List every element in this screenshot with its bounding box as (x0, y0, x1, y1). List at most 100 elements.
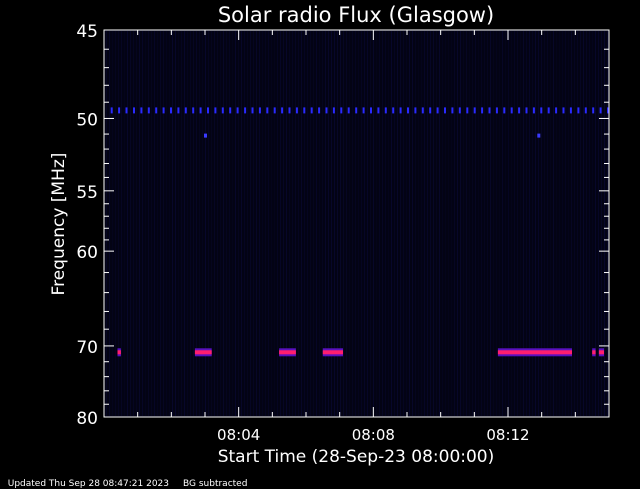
dotted-line-mark (192, 107, 195, 114)
dotted-line-mark (147, 107, 150, 114)
noise-column (199, 31, 200, 416)
noise-column (559, 31, 560, 416)
burst-mark (117, 350, 121, 355)
noise-column (379, 31, 380, 416)
noise-column (598, 31, 599, 416)
x-tick-label: 08:04 (217, 426, 260, 444)
noise-column (274, 31, 275, 416)
noise-column (385, 31, 386, 416)
noise-column (133, 31, 134, 416)
y-tick-label: 50 (76, 110, 98, 130)
noise-column (427, 31, 428, 416)
noise-column (424, 31, 425, 416)
y-tick-label: 45 (76, 22, 98, 42)
burst-mark (194, 350, 212, 355)
noise-column (139, 31, 140, 416)
dotted-line-mark (510, 107, 513, 114)
noise-column (394, 31, 395, 416)
noise-column (208, 31, 209, 416)
noise-column (271, 31, 272, 416)
x-tick-label: 08:12 (486, 426, 529, 444)
dotted-line-mark (392, 107, 395, 114)
noise-column (430, 31, 431, 416)
dotted-line-mark (451, 107, 454, 114)
plot-frame (103, 29, 610, 418)
dotted-line-mark (599, 107, 602, 114)
noise-column (403, 31, 404, 416)
noise-column (538, 31, 539, 416)
dotted-line-mark (258, 107, 261, 114)
noise-column (568, 31, 569, 416)
noise-column (121, 31, 122, 416)
noise-column (481, 31, 482, 416)
dotted-line-mark (407, 107, 409, 114)
chart-title: Solar radio Flux (Glasgow) (218, 3, 494, 27)
noise-column (292, 31, 293, 416)
noise-column (370, 31, 371, 416)
noise-column (436, 31, 437, 416)
noise-column (448, 31, 449, 416)
noise-column (553, 31, 554, 416)
noise-column (580, 31, 581, 416)
noise-column (337, 31, 338, 416)
noise-column (520, 31, 521, 416)
dotted-line-mark (399, 107, 402, 114)
noise-column (361, 31, 362, 416)
noise-column (439, 31, 440, 416)
noise-column (382, 31, 383, 416)
noise-column (463, 31, 464, 416)
dotted-line-mark (310, 107, 313, 114)
dotted-line-mark (207, 107, 209, 114)
noise-column (211, 31, 212, 416)
dotted-line-mark (607, 107, 609, 114)
dotted-line-mark (429, 107, 432, 114)
dotted-line-mark (303, 107, 306, 114)
noise-column (280, 31, 281, 416)
dotted-line-mark (244, 107, 247, 114)
footer: Updated Thu Sep 28 08:47:21 2023 BG subtr… (2, 469, 261, 489)
y-tick-label: 80 (76, 409, 98, 429)
noise-column (466, 31, 467, 416)
noise-column (352, 31, 353, 416)
noise-column (433, 31, 434, 416)
dotted-line-mark (473, 107, 476, 114)
dotted-line-mark (236, 107, 239, 114)
dotted-line-mark (503, 107, 506, 114)
noise-column (346, 31, 347, 416)
noise-column (523, 31, 524, 416)
noise-column (268, 31, 269, 416)
noise-column (313, 31, 314, 416)
noise-column (343, 31, 344, 416)
noise-column (286, 31, 287, 416)
y-tick-label: 55 (76, 183, 98, 203)
dotted-line-mark (444, 107, 446, 114)
dotted-line-mark (110, 107, 113, 114)
noise-column (526, 31, 527, 416)
dotted-line-mark (562, 107, 565, 114)
noise-column (544, 31, 545, 416)
noise-column (334, 31, 335, 416)
noise-column (256, 31, 257, 416)
noise-column (445, 31, 446, 416)
noise-column (358, 31, 359, 416)
dotted-line-mark (281, 107, 284, 114)
spot-mark (204, 133, 207, 138)
noise-column (499, 31, 500, 416)
noise-column (307, 31, 308, 416)
dotted-line-mark (340, 107, 343, 114)
noise-column (604, 31, 605, 416)
noise-column (220, 31, 221, 416)
y-tick-label: 60 (76, 243, 98, 263)
noise-column (322, 31, 323, 416)
noise-column (184, 31, 185, 416)
noise-column (250, 31, 251, 416)
dotted-line-mark (495, 107, 498, 114)
noise-column (235, 31, 236, 416)
noise-column (247, 31, 248, 416)
noise-column (550, 31, 551, 416)
noise-column (514, 31, 515, 416)
noise-column (547, 31, 548, 416)
noise-column (277, 31, 278, 416)
dotted-line-mark (414, 107, 417, 114)
bg-subtracted-note: BG subtracted (183, 479, 248, 489)
